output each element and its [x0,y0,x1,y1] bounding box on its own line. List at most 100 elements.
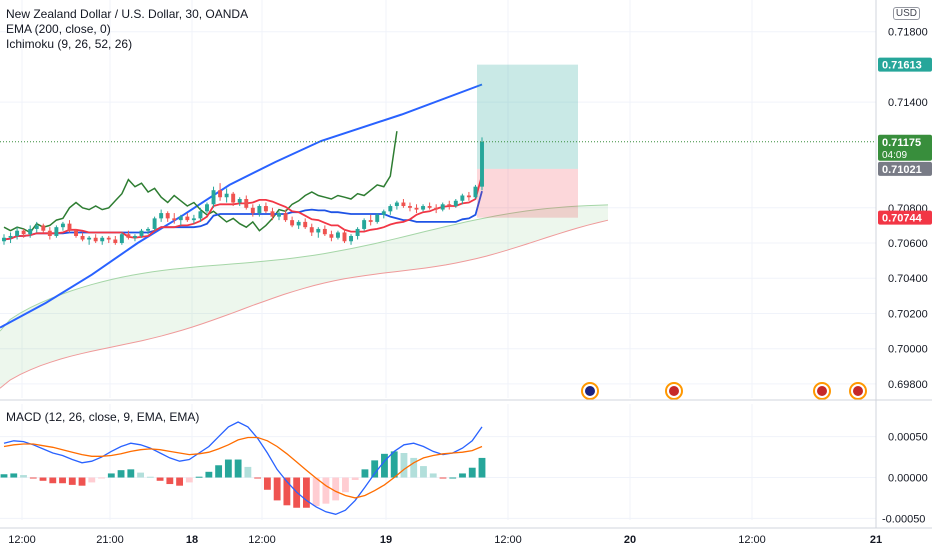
macd-histogram-bar [312,477,320,507]
candle-body[interactable] [329,234,334,238]
candle-body[interactable] [394,202,399,207]
macd-histogram-bar [117,470,125,478]
candle-body[interactable] [368,220,373,222]
candle-body[interactable] [231,193,236,203]
candle-body[interactable] [15,230,20,236]
candle-body[interactable] [434,207,439,210]
candle-body[interactable] [309,227,314,233]
candle-body[interactable] [303,221,308,228]
last-price-countdown-text: 04:09 [882,150,907,161]
candle-body[interactable] [165,213,170,219]
candle-body[interactable] [8,235,13,238]
candle-body[interactable] [152,218,157,229]
candle-body[interactable] [126,234,131,238]
candle-body[interactable] [362,220,367,229]
candle-body[interactable] [427,206,432,208]
macd-histogram-bar [410,457,418,478]
candle-body[interactable] [119,234,124,244]
candle-body[interactable] [250,207,255,214]
candle-body[interactable] [2,237,6,242]
candle-body[interactable] [211,190,216,205]
candle-body[interactable] [440,204,445,210]
candle-body[interactable] [342,232,347,242]
macd-histogram-bar [332,477,340,501]
ema-legend[interactable]: EMA (200, close, 0) [6,22,111,36]
candle-body[interactable] [80,235,85,240]
last-price-price-label[interactable] [878,134,932,161]
candle-body[interactable] [47,230,52,236]
candle-body[interactable] [146,228,151,231]
candle-body[interactable] [54,227,59,236]
candle-body[interactable] [224,193,229,198]
macd-legend[interactable]: MACD (12, 26, close, 9, EMA, EMA) [6,410,200,424]
candle-body[interactable] [460,195,465,201]
candle-body[interactable] [191,218,196,221]
candle-body[interactable] [263,206,268,212]
candle-body[interactable] [28,228,33,235]
candle-body[interactable] [453,200,458,207]
target-price-label[interactable] [878,57,932,72]
candle-body[interactable] [355,228,360,236]
candle-body[interactable] [349,235,354,242]
candle-body[interactable] [322,228,327,235]
candle-body[interactable] [473,186,478,198]
candle-body[interactable] [270,211,275,217]
candle-body[interactable] [381,211,386,215]
candle-body[interactable] [106,237,111,240]
candle-body[interactable] [205,204,209,212]
candle-body[interactable] [159,213,164,219]
stop-price-label[interactable] [878,210,932,225]
candle-body[interactable] [277,213,281,217]
macd-histogram-bar [205,471,213,478]
candle-body[interactable] [185,216,190,221]
candle-body[interactable] [41,225,46,231]
candle-body[interactable] [74,230,78,236]
candle-body[interactable] [401,202,406,207]
candle-body[interactable] [172,218,177,221]
candle-body[interactable] [34,225,39,229]
candle-body[interactable] [296,221,301,226]
macd-histogram-bar [449,477,457,479]
candle-body[interactable] [283,213,288,221]
entry-price-label[interactable] [878,161,932,176]
macd-histogram-bar [381,453,388,478]
candle-body[interactable] [244,199,249,208]
candle-body[interactable] [316,228,321,233]
candle-body[interactable] [480,141,484,187]
price-tick-label: 0.70400 [888,273,928,285]
candle-body[interactable] [257,206,262,214]
candle-body[interactable] [237,199,242,203]
candle-body[interactable] [290,220,295,226]
candle-body[interactable] [87,237,92,240]
candle-body[interactable] [198,211,203,219]
loss-zone[interactable] [477,168,578,218]
ichimoku-legend[interactable]: Ichimoku (9, 26, 52, 26) [6,37,133,51]
macd-histogram-bar [224,459,232,478]
candle-body[interactable] [132,235,137,238]
candle-body[interactable] [421,206,426,210]
candle-body[interactable] [21,230,26,235]
candle-body[interactable] [375,214,380,222]
macd-line [3,421,483,515]
candle-body[interactable] [178,216,183,221]
candle-body[interactable] [113,239,118,244]
candle-body[interactable] [60,223,65,228]
candle-body[interactable] [447,204,452,207]
candle-body[interactable] [218,190,223,198]
ichimoku-cloud [0,204,608,389]
currency-button[interactable]: USD [892,7,920,20]
profit-zone[interactable] [477,64,578,169]
candle-body[interactable] [100,237,105,242]
candle-body[interactable] [466,195,471,198]
macd-signal-line [3,436,483,499]
macd-histogram-bar [78,477,86,486]
candle-body[interactable] [414,207,419,210]
candle-body[interactable] [408,206,412,208]
candle-body[interactable] [93,237,98,242]
candle-body[interactable] [139,230,144,236]
candle-body[interactable] [67,223,72,231]
candle-body[interactable] [335,232,340,238]
candle-body[interactable] [388,206,393,212]
